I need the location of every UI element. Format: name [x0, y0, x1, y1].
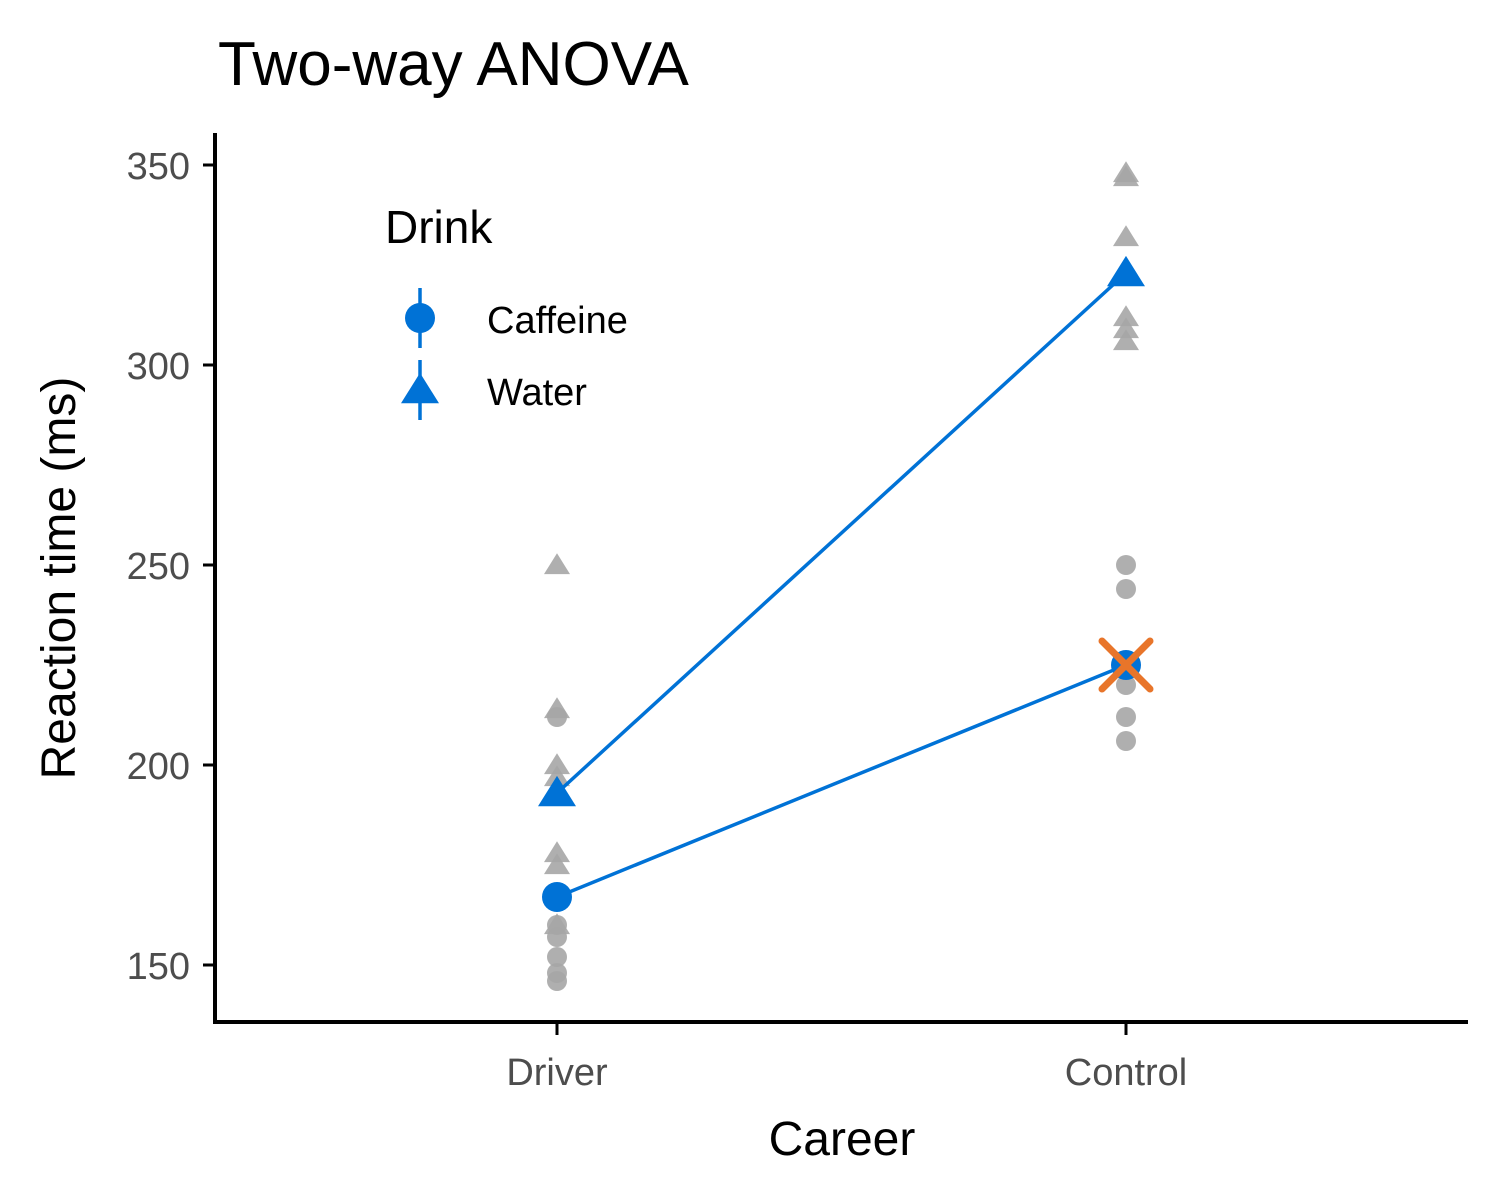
- x-axis-title: Career: [769, 1113, 916, 1166]
- y-axis-ticks: 150 200 250 300 350: [127, 146, 215, 988]
- mean-line-water: [555, 271, 1128, 795]
- y-tick-label-250: 250: [127, 546, 190, 588]
- raw-point-caffeine-control-2: [1116, 675, 1136, 695]
- legend-key-caffeine-icon: [405, 288, 435, 348]
- mean-line-caffeine: [556, 663, 1127, 899]
- raw-point-water-driver-4: [544, 753, 570, 775]
- x-tick-label-control: Control: [1065, 1052, 1188, 1094]
- legend-key-caffeine-marker: [405, 303, 435, 333]
- mean-point-water-control: [1107, 255, 1145, 287]
- mean-point-water-driver: [538, 775, 576, 807]
- raw-point-water-control-1: [1113, 317, 1139, 339]
- raw-point-caffeine-control-4: [1116, 579, 1136, 599]
- y-axis-title: Reaction time (ms): [33, 377, 86, 780]
- x-tick-label-driver: Driver: [506, 1052, 608, 1094]
- mean-lines-layer: [555, 271, 1128, 899]
- raw-points-layer: [544, 161, 1139, 991]
- mean-point-caffeine-driver: [542, 882, 572, 912]
- y-tick-label-150: 150: [127, 946, 190, 988]
- legend-label-water: Water: [487, 372, 587, 414]
- raw-point-water-control-2: [1113, 305, 1139, 327]
- annotation-layer: [1098, 637, 1154, 693]
- legend: Drink Caffeine Water: [385, 201, 628, 420]
- raw-point-caffeine-control-1: [1116, 707, 1136, 727]
- raw-point-water-driver-1: [544, 853, 570, 875]
- raw-point-water-driver-0: [544, 913, 570, 935]
- raw-point-water-control-5: [1113, 161, 1139, 183]
- legend-label-caffeine: Caffeine: [487, 300, 628, 342]
- mean-points-layer: [538, 255, 1145, 912]
- legend-key-water-icon: [401, 360, 439, 420]
- raw-point-water-control-3: [1113, 225, 1139, 247]
- annotation-x-marker-0: [1098, 637, 1154, 693]
- raw-point-water-driver-2: [544, 841, 570, 863]
- y-tick-label-300: 300: [127, 346, 190, 388]
- x-axis-ticks: Driver Control: [506, 1022, 1187, 1094]
- raw-point-water-driver-6: [544, 553, 570, 575]
- raw-point-water-driver-5: [544, 697, 570, 719]
- raw-point-caffeine-driver-1: [547, 963, 567, 983]
- legend-title: Drink: [385, 201, 493, 253]
- raw-point-caffeine-driver-2: [547, 947, 567, 967]
- legend-key-water-marker: [401, 372, 439, 404]
- raw-point-water-control-0: [1113, 329, 1139, 351]
- raw-point-caffeine-control-5: [1116, 555, 1136, 575]
- raw-point-water-driver-3: [544, 765, 570, 787]
- raw-point-caffeine-control-0: [1116, 731, 1136, 751]
- y-tick-label-350: 350: [127, 146, 190, 188]
- chart-title: Two-way ANOVA: [218, 30, 690, 99]
- y-tick-label-200: 200: [127, 746, 190, 788]
